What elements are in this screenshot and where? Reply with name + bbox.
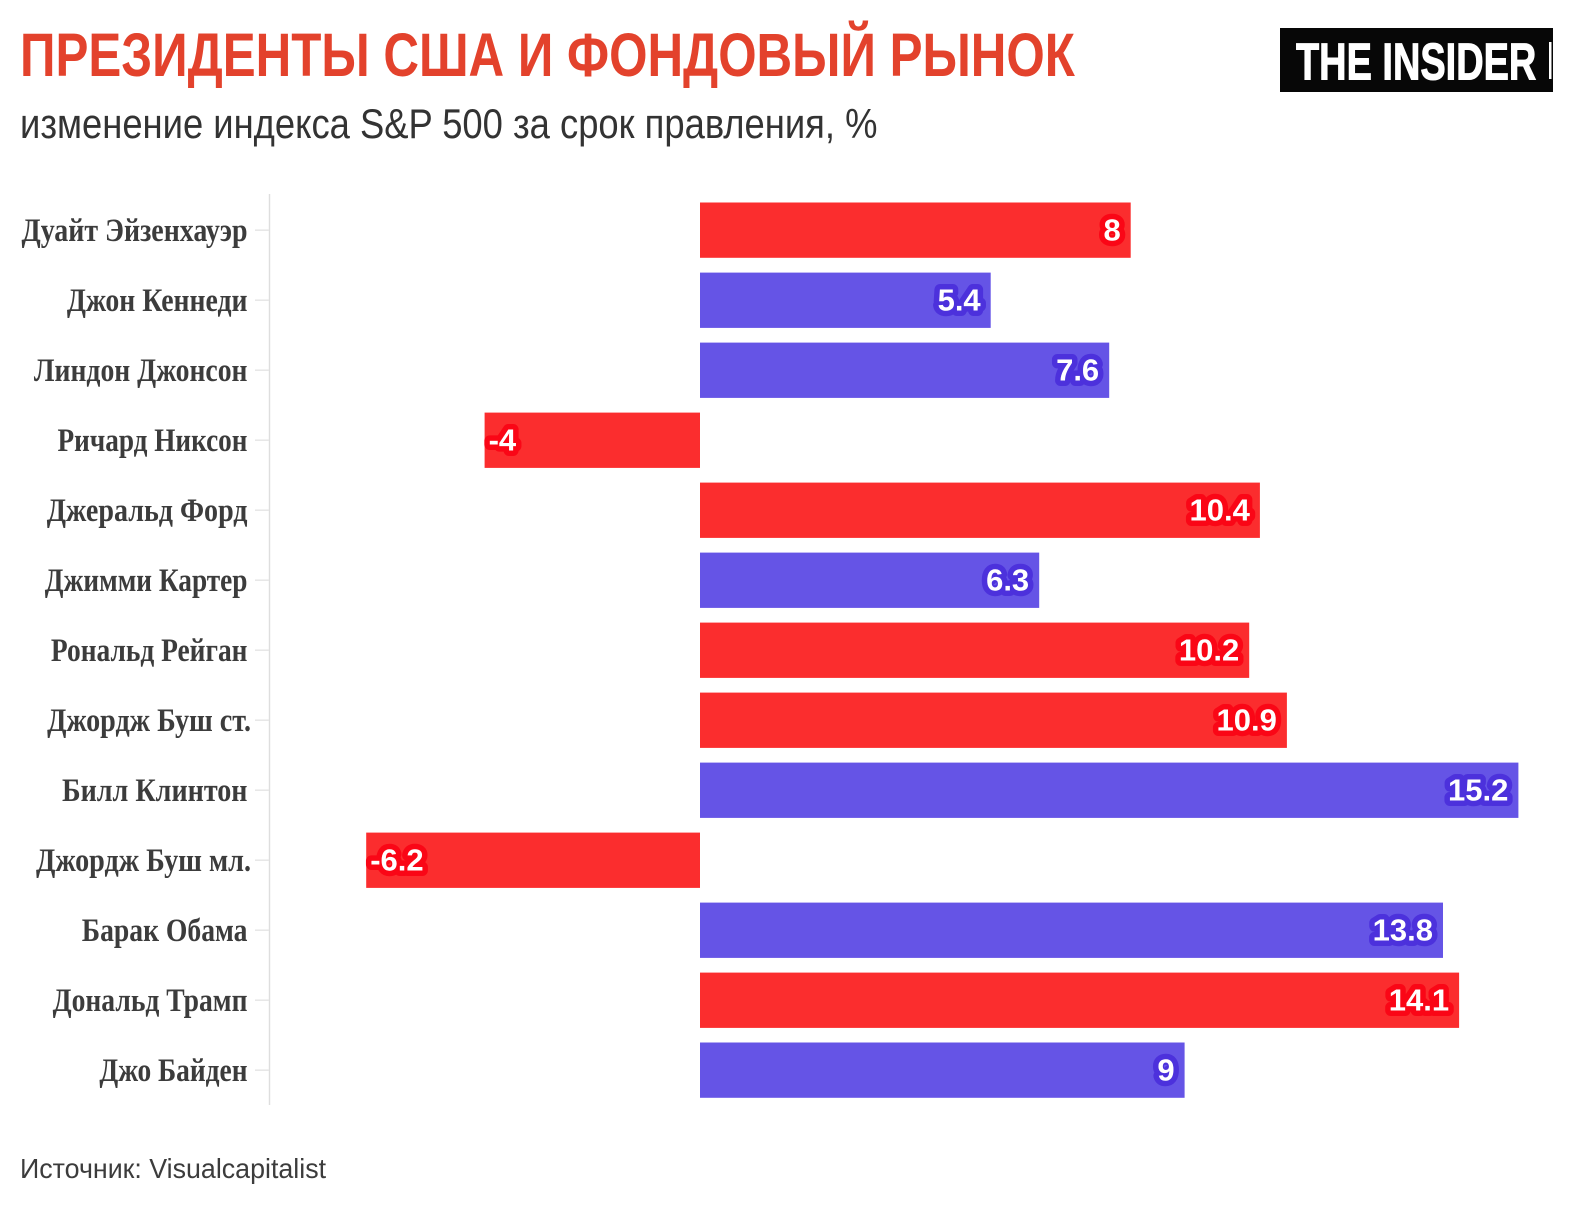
svg-text:Джимми Картер: Джимми Картер [45, 563, 248, 599]
svg-text:Джеральд Форд: Джеральд Форд [47, 493, 248, 529]
svg-text:8: 8 [1103, 213, 1120, 248]
svg-text:14.1: 14.1 [1389, 983, 1449, 1018]
svg-text:Линдон Джонсон: Линдон Джонсон [34, 353, 248, 389]
svg-text:6.3: 6.3 [986, 563, 1029, 598]
svg-text:10.2: 10.2 [1179, 633, 1239, 668]
svg-text:Дональд Трамп: Дональд Трамп [53, 983, 248, 1019]
svg-text:Билл Клинтон: Билл Клинтон [62, 773, 248, 809]
svg-text:13.8: 13.8 [1373, 913, 1433, 948]
svg-text:Дуайт Эйзенхауэр: Дуайт Эйзенхауэр [22, 213, 248, 249]
svg-text:Джордж Буш ст.: Джордж Буш ст. [47, 703, 251, 739]
svg-text:Барак Обама: Барак Обама [82, 913, 248, 949]
svg-text:Рональд Рейган: Рональд Рейган [51, 633, 248, 669]
svg-text:9: 9 [1157, 1053, 1174, 1088]
svg-text:Джо Байден: Джо Байден [99, 1053, 247, 1089]
svg-text:THE INSIDER: THE INSIDER [1296, 33, 1536, 91]
svg-text:5.4: 5.4 [938, 283, 982, 318]
svg-text:Ричард Никсон: Ричард Никсон [58, 423, 248, 459]
svg-text:Джон Кеннеди: Джон Кеннеди [67, 283, 248, 319]
svg-text:10.4: 10.4 [1190, 493, 1251, 528]
svg-text:Джордж Буш мл.: Джордж Буш мл. [36, 843, 251, 879]
svg-text:15.2: 15.2 [1448, 773, 1508, 808]
svg-text:7.6: 7.6 [1056, 353, 1099, 388]
svg-text:-4: -4 [489, 423, 517, 458]
svg-text:10.9: 10.9 [1217, 703, 1277, 738]
svg-text:-6.2: -6.2 [370, 843, 423, 878]
